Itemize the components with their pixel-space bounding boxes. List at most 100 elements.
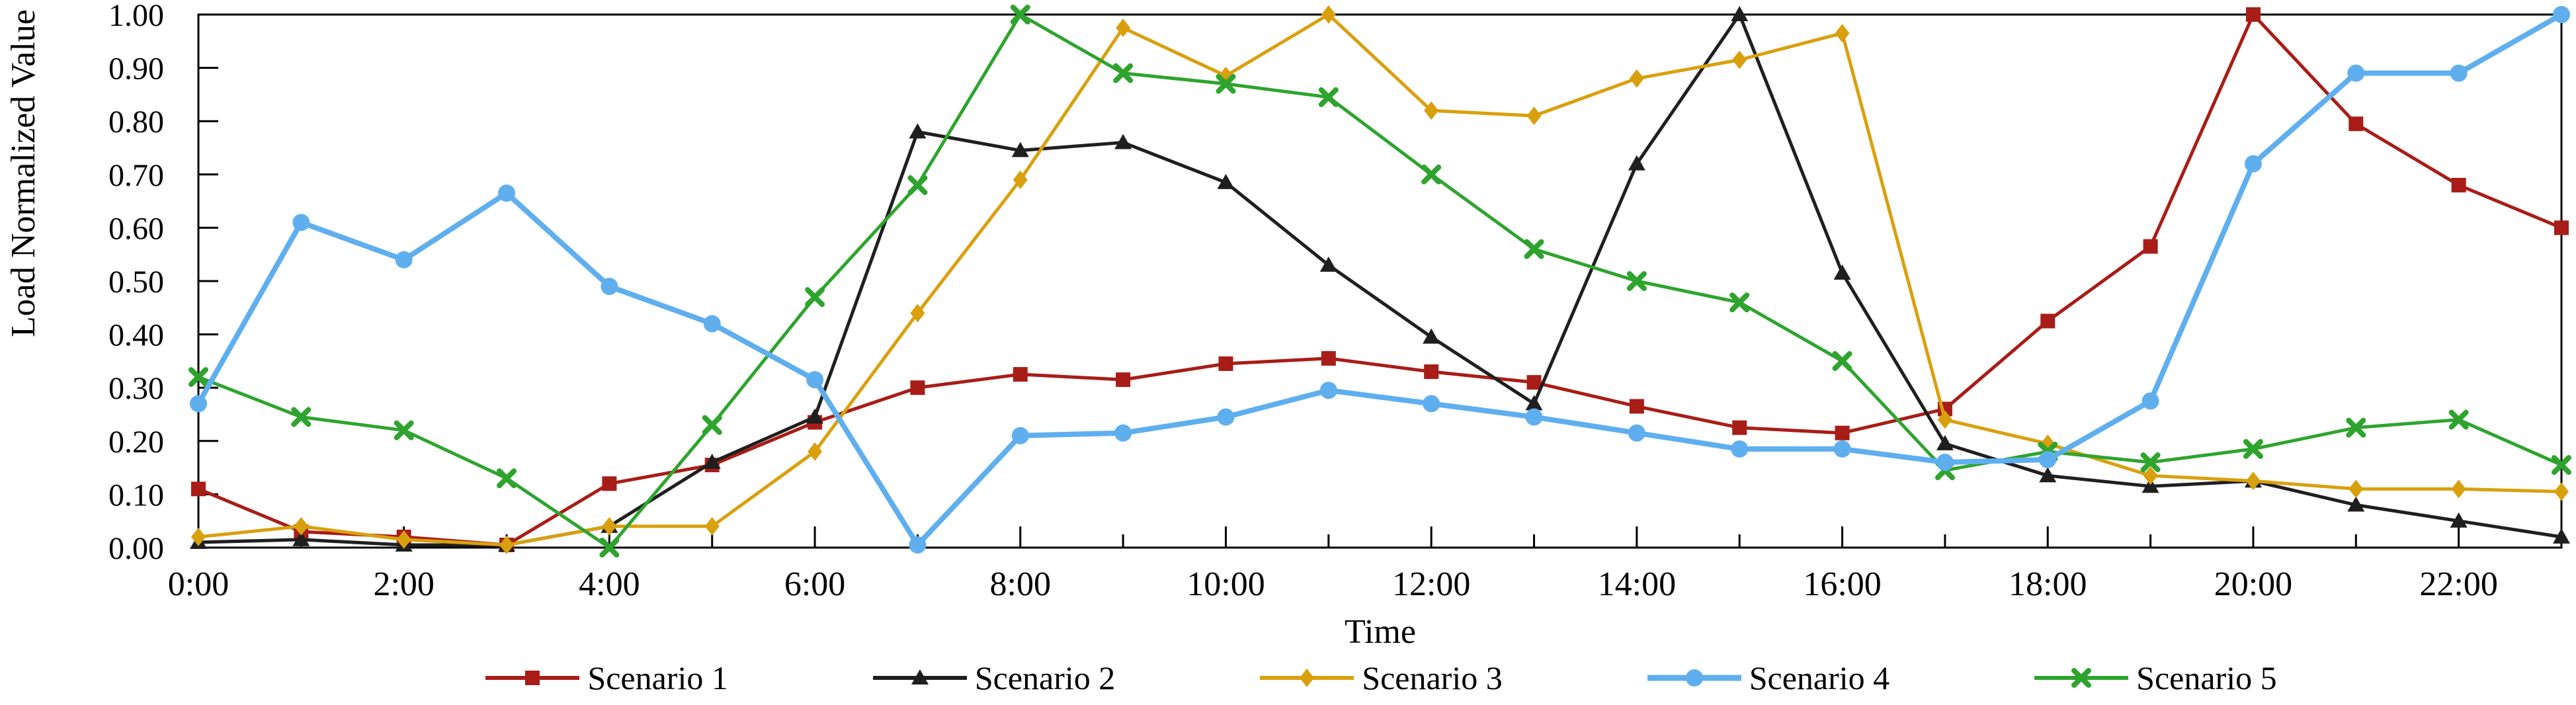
square-marker-icon — [1116, 372, 1131, 388]
x-marker-icon — [291, 407, 312, 427]
circle-marker-icon — [1114, 424, 1132, 442]
diamond-marker-icon — [499, 535, 515, 554]
plot-frame — [197, 13, 2563, 549]
diamond-marker-icon — [808, 442, 823, 461]
legend-item-scenario-5: Scenario 5 — [2032, 659, 2277, 696]
diamond-marker-icon — [294, 517, 309, 536]
circle-marker-icon — [1833, 440, 1851, 458]
square-marker-icon — [525, 671, 540, 685]
series-line — [196, 13, 2563, 547]
diamond-marker-icon — [602, 517, 617, 536]
triangle-marker-icon — [1731, 6, 1749, 21]
circle-marker-icon — [1011, 427, 1029, 444]
x-marker-icon — [907, 175, 928, 195]
x-tick-label: 16:00 — [1803, 565, 1881, 603]
triangle-marker-icon — [2347, 496, 2365, 512]
circle-marker-icon — [395, 251, 413, 269]
triangle-marker-icon — [292, 530, 310, 546]
x-marker-icon — [2448, 409, 2469, 430]
x-marker-icon — [188, 367, 208, 388]
square-marker-icon — [1013, 367, 1028, 382]
diamond-marker-icon — [1424, 101, 1439, 120]
triangle-marker-icon — [1936, 435, 1954, 450]
square-marker-icon — [1732, 420, 1747, 435]
chart-legend: Scenario 1 Scenario 2 Scenario 3 Scenario 4… — [198, 655, 2561, 701]
circle-marker-icon — [1936, 454, 1954, 472]
y-tick-label: 0.50 — [108, 265, 164, 300]
x-tick-label: 10:00 — [1186, 565, 1265, 603]
x-tick-label: 8:00 — [990, 565, 1051, 603]
circle-marker-icon — [1685, 669, 1703, 686]
diamond-marker-icon — [2348, 479, 2364, 499]
diamond-marker-icon — [1321, 5, 1336, 24]
x-marker-icon — [2140, 452, 2161, 473]
diamond-marker-icon — [1732, 50, 1747, 69]
x-marker-icon — [599, 538, 620, 558]
y-axis-title: Load Normalized Value — [5, 9, 42, 337]
x-marker-icon — [2552, 455, 2571, 476]
series-line — [196, 13, 2563, 550]
x-marker-icon — [1832, 351, 1852, 371]
triangle-marker-icon — [1833, 264, 1851, 280]
legend-marker-swatch — [872, 669, 967, 684]
diamond-marker-icon — [2245, 472, 2261, 491]
legend-marker-swatch — [485, 671, 580, 685]
circle-marker-icon — [190, 395, 207, 413]
circle-marker-icon — [1217, 408, 1235, 426]
y-tick-label: 0.20 — [108, 425, 164, 460]
diamond-marker-icon — [191, 527, 206, 546]
circle-marker-icon — [1525, 408, 1543, 426]
square-marker-icon — [2451, 177, 2466, 192]
legend-label: Scenario 4 — [1749, 659, 1890, 696]
y-tick-label: 0.70 — [108, 158, 164, 193]
diamond-marker-icon — [910, 304, 925, 323]
square-marker-icon — [1321, 351, 1336, 366]
x-marker-icon — [805, 287, 825, 308]
x-axis-title: Time — [1345, 613, 1416, 651]
square-marker-icon — [2143, 239, 2158, 254]
x-marker-icon — [394, 420, 414, 440]
plot-area: 0.00 0.10 0.20 0.30 0.40 0.50 0.60 0.70 0.80 0.90… — [108, 0, 2571, 603]
square-marker-icon — [910, 380, 925, 395]
x-marker-icon — [2071, 668, 2092, 688]
circle-marker-icon — [806, 371, 824, 389]
x-tick-label: 4:00 — [579, 565, 640, 603]
y-tick-label: 0.00 — [108, 531, 164, 566]
y-tick-label: 0.10 — [108, 477, 164, 513]
triangle-marker-icon — [2450, 512, 2468, 528]
x-marker-icon — [1421, 164, 1442, 185]
x-tick-label: 22:00 — [2419, 565, 2497, 603]
triangle-marker-icon — [2553, 528, 2570, 544]
legend-label: Scenario 5 — [2136, 659, 2277, 696]
circle-marker-icon — [2553, 6, 2570, 23]
x-marker-icon — [1113, 63, 1134, 83]
diamond-marker-icon — [396, 530, 411, 549]
triangle-marker-icon — [1423, 328, 1440, 344]
diamond-marker-icon — [2554, 482, 2569, 501]
legend-label: Scenario 3 — [1362, 659, 1503, 696]
circle-marker-icon — [1731, 440, 1749, 458]
legend-item-scenario-2: Scenario 2 — [870, 661, 1115, 694]
legend-marker-swatch — [1260, 669, 1354, 687]
circle-marker-icon — [2450, 64, 2468, 82]
legend-marker-swatch — [2034, 668, 2129, 688]
circle-marker-icon — [1319, 382, 1337, 399]
y-tick-label: 0.90 — [108, 52, 164, 87]
diamond-marker-icon — [1629, 69, 1644, 88]
legend-item-scenario-3: Scenario 3 — [1257, 659, 1503, 696]
x-marker-icon — [1524, 239, 1544, 259]
legend-label: Scenario 2 — [974, 659, 1116, 696]
legend-label: Scenario 1 — [587, 659, 728, 696]
diamond-marker-icon — [1835, 24, 1850, 43]
triangle-marker-icon — [806, 408, 824, 424]
x-tick-label: 6:00 — [784, 565, 845, 603]
y-tick-label: 0.30 — [108, 371, 164, 406]
x-tick-label: 2:00 — [373, 565, 434, 603]
circle-marker-icon — [2244, 155, 2262, 173]
diamond-marker-icon — [1116, 19, 1131, 38]
legend-item-scenario-4: Scenario 4 — [1645, 661, 1890, 694]
diamond-marker-icon — [1526, 106, 1542, 126]
series-scenario-5 — [188, 5, 2571, 558]
diamond-marker-icon — [1300, 669, 1315, 687]
